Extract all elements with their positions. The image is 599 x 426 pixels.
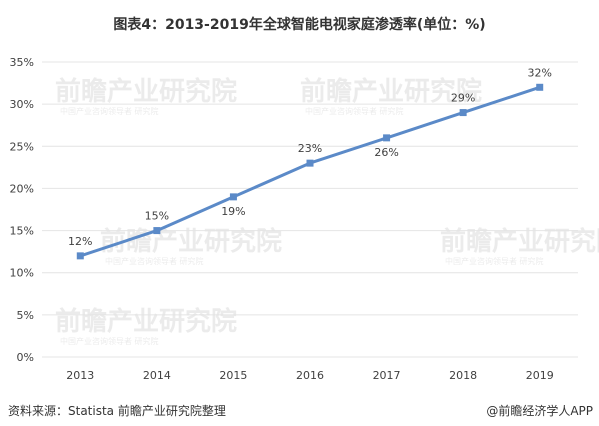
watermark-text: 前瞻产业研究院 xyxy=(55,306,237,337)
x-tick-label: 2017 xyxy=(373,369,401,382)
y-tick-label: 35% xyxy=(10,56,34,69)
data-point-marker xyxy=(76,252,84,260)
watermark-subtext: 中国产业咨询领导者 研究院 xyxy=(60,336,159,346)
data-point-marker xyxy=(306,159,314,167)
y-tick-label: 10% xyxy=(10,267,34,280)
data-label: 23% xyxy=(298,142,322,155)
y-axis: 0% 5% 10% 15% 20% 25% 30% 35% xyxy=(10,56,34,364)
y-tick-label: 0% xyxy=(17,351,34,364)
data-label: 15% xyxy=(145,210,169,223)
watermark-text: 前瞻产业研究院 xyxy=(100,226,282,257)
y-tick-label: 25% xyxy=(10,140,34,153)
x-tick-label: 2014 xyxy=(143,369,171,382)
x-axis: 2013 2014 2015 2016 2017 2018 2019 xyxy=(66,369,553,382)
chart-title: 图表4：2013-2019年全球智能电视家庭渗透率(单位：%) xyxy=(113,17,486,33)
watermark-subtext: 中国产业咨询领导者 研究院 xyxy=(445,256,544,266)
watermark-subtext: 中国产业咨询领导者 研究院 xyxy=(305,106,404,116)
data-label: 26% xyxy=(374,146,398,159)
watermark-text: 前瞻产业研究院 xyxy=(300,76,482,107)
publisher-credit: @前瞻经济学人APP xyxy=(486,404,593,418)
x-tick-label: 2019 xyxy=(526,369,554,382)
watermark-subtext: 中国产业咨询领导者 研究院 xyxy=(105,256,204,266)
watermark-subtext: 中国产业咨询领导者 研究院 xyxy=(60,106,159,116)
data-label: 19% xyxy=(221,205,245,218)
x-tick-label: 2016 xyxy=(296,369,324,382)
x-tick-label: 2018 xyxy=(449,369,477,382)
x-tick-label: 2013 xyxy=(66,369,94,382)
data-point-marker xyxy=(383,134,391,142)
y-tick-label: 20% xyxy=(10,182,34,195)
y-tick-label: 15% xyxy=(10,225,34,238)
watermark-text: 前瞻产业研究院 xyxy=(55,76,237,107)
data-label: 12% xyxy=(68,235,92,248)
data-labels: 12% 15% 19% 23% 26% 29% 32% xyxy=(68,66,552,248)
data-label: 32% xyxy=(527,66,551,79)
data-point-marker xyxy=(153,227,161,235)
source-note: 资料来源：Statista 前瞻产业研究院整理 xyxy=(8,404,226,418)
data-label: 29% xyxy=(451,92,475,105)
series-markers xyxy=(76,83,544,260)
x-tick-label: 2015 xyxy=(219,369,247,382)
data-point-marker xyxy=(459,109,467,117)
watermark-text: 前瞻产业研究院 xyxy=(440,226,599,257)
y-tick-label: 30% xyxy=(10,98,34,111)
data-point-marker xyxy=(229,193,237,201)
watermark-layer: 前瞻产业研究院 中国产业咨询领导者 研究院 前瞻产业研究院 中国产业咨询领导者 … xyxy=(55,76,599,346)
y-tick-label: 5% xyxy=(17,309,34,322)
data-point-marker xyxy=(536,83,544,91)
